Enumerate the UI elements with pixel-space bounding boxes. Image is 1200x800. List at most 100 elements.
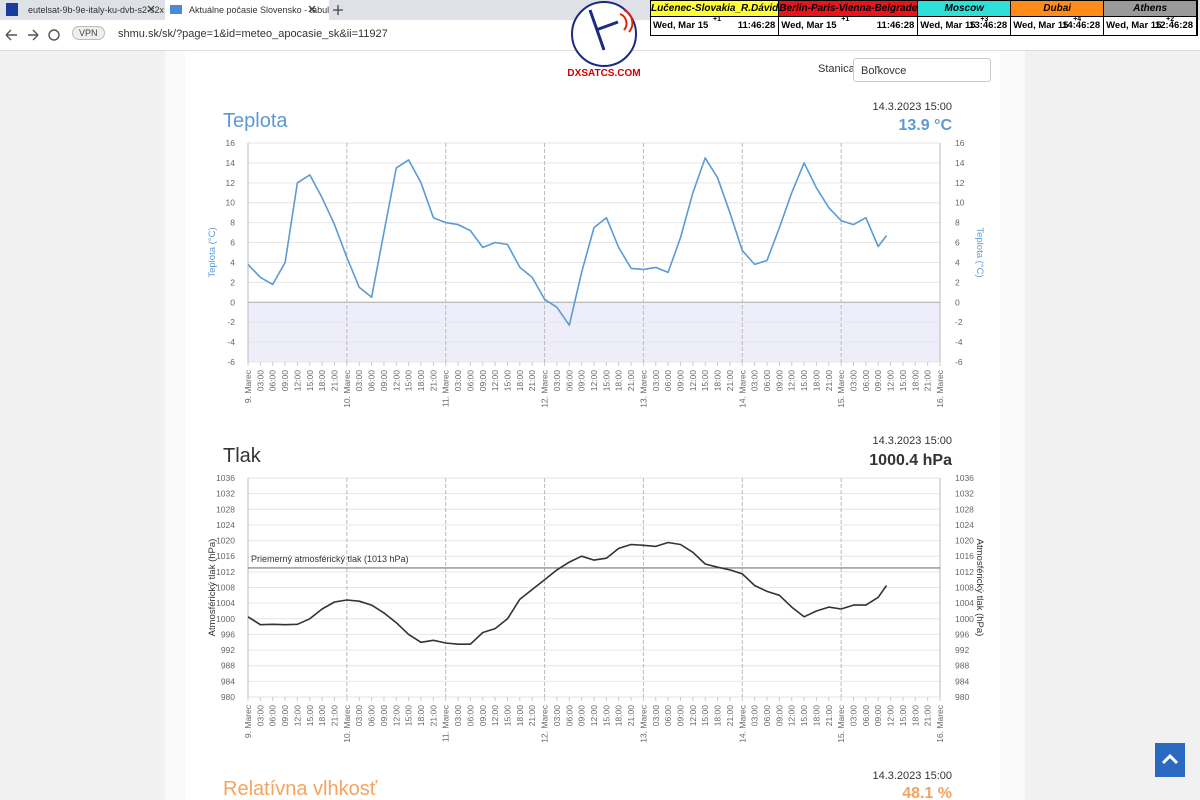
clock-time: 11:46:28 — [737, 20, 776, 31]
x-tick-label: 03:00 — [750, 370, 760, 392]
tab-icons — [6, 3, 343, 16]
y2-tick-label: -2 — [955, 317, 963, 327]
clock-city: Athens — [1104, 1, 1197, 17]
x-tick-label: 06:00 — [861, 705, 871, 727]
x-tick-label: 11. Marec — [441, 369, 451, 407]
y-tick-label: 996 — [221, 629, 235, 639]
y-tick-label: 6 — [230, 238, 235, 248]
x-tick-label: 14. Marec — [737, 369, 747, 408]
x-tick-label: 13. Marec — [638, 704, 648, 743]
x-tick-label: 18:00 — [614, 370, 624, 392]
x-tick-label: 21:00 — [527, 705, 537, 727]
chart-title: Teplota — [223, 110, 288, 132]
y-tick-label: 8 — [230, 218, 235, 228]
x-tick-label: 18:00 — [910, 705, 920, 727]
x-tick-label: 06:00 — [861, 370, 871, 392]
y2-tick-label: 988 — [955, 661, 969, 671]
y2-tick-label: 8 — [955, 218, 960, 228]
clock-cell: Lučenec-Slovakia_R.Dávid Wed, Mar 15 +1 11:… — [651, 1, 780, 35]
y2-tick-label: 1000 — [955, 614, 974, 624]
x-tick-label: 03:00 — [255, 705, 265, 727]
x-tick-label: 15:00 — [503, 370, 513, 392]
world-clock: Lučenec-Slovakia_R.Dávid Wed, Mar 15 +1 11:… — [650, 0, 1198, 36]
station-label: Stanica: — [818, 63, 858, 75]
x-tick-label: 10. Marec — [342, 704, 352, 743]
y-tick-label: 980 — [221, 692, 235, 702]
clock-date: Wed, Mar 15 — [781, 20, 837, 31]
y2-tick-label: 1016 — [955, 551, 974, 561]
x-tick-label: 03:00 — [750, 705, 760, 727]
y2-tick-label: 1020 — [955, 536, 974, 546]
clock-date: Wed, Mar 15 — [1013, 20, 1069, 31]
vpn-badge[interactable]: VPN — [72, 26, 105, 40]
y2-tick-label: -6 — [955, 357, 963, 367]
y2-tick-label: 1028 — [955, 504, 974, 514]
y2-tick-label: 996 — [955, 629, 969, 639]
x-tick-label: 12:00 — [292, 705, 302, 727]
x-tick-label: 15:00 — [799, 370, 809, 392]
current-value: 48.1 % — [902, 785, 952, 800]
clock-offset: +3 — [980, 16, 989, 23]
y-tick-label: 1008 — [216, 583, 235, 593]
chart-title: Relatívna vlhkosť — [223, 778, 378, 800]
y-tick-label: 12 — [226, 178, 236, 188]
x-tick-label: 09:00 — [379, 370, 389, 392]
favicon — [170, 5, 182, 14]
x-tick-label: 10. Marec — [342, 369, 352, 408]
x-tick-label: 21:00 — [824, 705, 834, 727]
x-tick-label: 09:00 — [873, 705, 883, 727]
clock-time: 11:46:28 — [876, 20, 915, 31]
y-tick-label: -4 — [227, 337, 235, 347]
x-tick-label: 09:00 — [774, 705, 784, 727]
x-tick-label: 12:00 — [787, 705, 797, 727]
clock-cell: Athens Wed, Mar 15 +2 12:46:28 — [1104, 1, 1198, 35]
x-tick-label: 06:00 — [762, 705, 772, 727]
tab[interactable]: Aktuálne počasie Slovensko - tabuľ — [165, 0, 329, 20]
url[interactable]: shmu.sk/sk/?page=1&id=meteo_apocasie_sk&… — [118, 28, 388, 40]
x-tick-label: 03:00 — [849, 370, 859, 392]
current-value: 13.9 °C — [898, 117, 952, 134]
y2-tick-label: 2 — [955, 277, 960, 287]
tab[interactable]: eutelsat-9b-9e-italy-ku-dvb-s2-s2x — [28, 5, 165, 15]
x-tick-label: 15. Marec — [836, 704, 846, 743]
nav-buttons[interactable] — [0, 20, 70, 50]
y-tick-label: 4 — [230, 257, 235, 267]
y2-tick-label: 1032 — [955, 489, 974, 499]
x-tick-label: 03:00 — [453, 705, 463, 727]
y-tick-label: 988 — [221, 661, 235, 671]
x-tick-label: 03:00 — [552, 370, 562, 392]
y2-tick-label: 4 — [955, 257, 960, 267]
y2-axis-title: Teplota (°C) — [974, 227, 985, 277]
y2-tick-label: 10 — [955, 198, 965, 208]
x-tick-label: 18:00 — [317, 705, 327, 727]
x-tick-label: 21:00 — [626, 370, 636, 392]
x-tick-label: 21:00 — [725, 705, 735, 727]
x-tick-label: 15:00 — [404, 370, 414, 392]
x-tick-label: 18:00 — [317, 370, 327, 392]
y2-tick-label: 6 — [955, 238, 960, 248]
x-tick-label: 18:00 — [713, 705, 723, 727]
y-tick-label: 1032 — [216, 489, 235, 499]
x-tick-label: 21:00 — [824, 370, 834, 392]
x-tick-label: 03:00 — [453, 370, 463, 392]
tab-controls[interactable] — [147, 5, 343, 15]
x-tick-label: 18:00 — [515, 370, 525, 392]
scroll-top-button[interactable] — [1155, 743, 1185, 777]
y2-tick-label: 980 — [955, 692, 969, 702]
clock-time: 12:46:28 — [1154, 20, 1194, 31]
station-select[interactable]: Boľkovce — [853, 58, 991, 82]
y2-tick-label: 16 — [955, 138, 965, 148]
x-tick-label: 06:00 — [564, 370, 574, 392]
x-tick-label: 15:00 — [799, 705, 809, 727]
clock-city: Berlin-Paris-Vienna-Belgrade — [779, 1, 918, 17]
x-tick-label: 12:00 — [589, 705, 599, 727]
timestamp: 14.3.2023 15:00 — [872, 101, 952, 113]
y-tick-label: 14 — [226, 158, 236, 168]
clock-offset: +1 — [713, 16, 721, 23]
x-tick-label: 09:00 — [478, 370, 488, 392]
x-tick-label: 12:00 — [688, 370, 698, 392]
x-tick-label: 16. Marec — [935, 369, 945, 408]
series-line — [247, 157, 888, 326]
